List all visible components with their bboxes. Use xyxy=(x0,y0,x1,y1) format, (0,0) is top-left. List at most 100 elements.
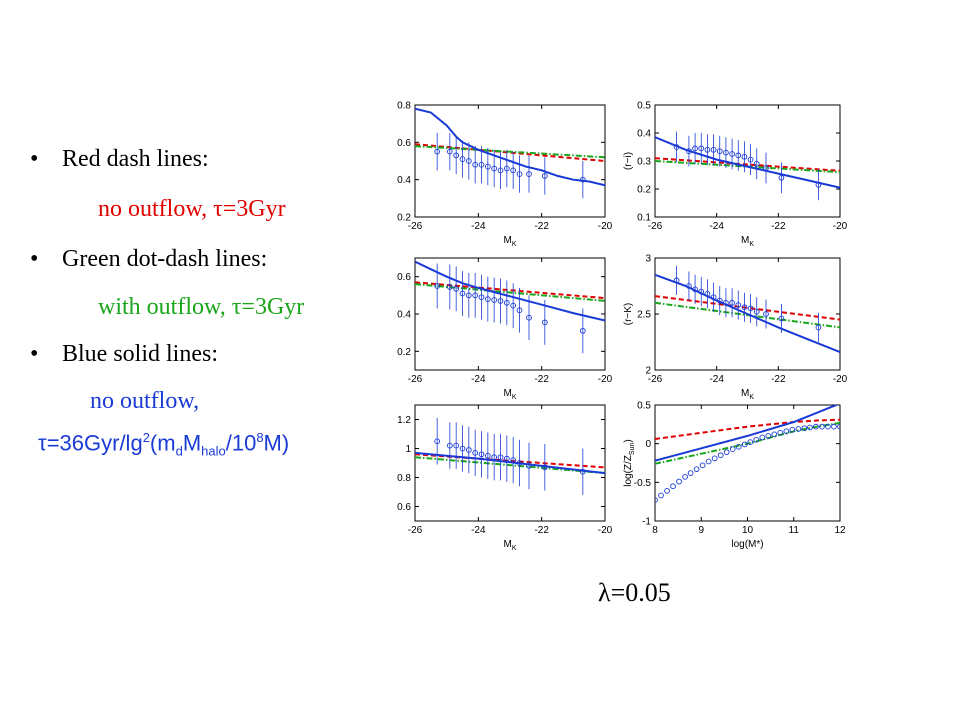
data-point xyxy=(753,308,760,315)
plot-frame xyxy=(654,104,841,218)
data-point xyxy=(453,152,460,159)
data-point xyxy=(723,149,729,156)
data-point xyxy=(478,161,485,168)
x-axis-label-sub: K xyxy=(512,394,517,401)
data-point xyxy=(541,464,548,471)
data-point xyxy=(459,290,466,297)
data-point xyxy=(825,423,831,430)
x-tick-label: -22 xyxy=(771,374,786,385)
data-point xyxy=(686,283,692,289)
x-tick-label: -22 xyxy=(534,525,549,536)
y-tick-label: 0 xyxy=(645,439,651,450)
data-point xyxy=(747,156,754,163)
y-axis-label-sub: Sun xyxy=(629,443,636,456)
data-point xyxy=(526,463,532,469)
y-tick-label: 0.4 xyxy=(397,310,411,321)
data-point xyxy=(472,161,479,168)
y-tick-label: 0.2 xyxy=(637,185,651,196)
formula-part: /10 xyxy=(225,430,257,456)
x-tick-label: 12 xyxy=(834,525,846,536)
x-axis-label-sub: K xyxy=(749,241,754,248)
data-point xyxy=(459,445,466,452)
data-point xyxy=(658,492,664,499)
data-point xyxy=(465,292,472,299)
data-point xyxy=(516,460,523,466)
series-line-blue xyxy=(415,107,605,187)
data-point xyxy=(434,283,441,289)
data-point xyxy=(478,294,485,301)
y-axis-label: (r−K) xyxy=(623,303,634,326)
data-point xyxy=(693,466,700,473)
data-point xyxy=(446,284,453,290)
data-point xyxy=(735,443,742,450)
y-tick-label: 0.6 xyxy=(397,502,411,513)
data-point xyxy=(807,424,813,431)
x-axis-label-sub: K xyxy=(512,241,517,248)
bullet-green-detail: with outflow, τ=3Gyr xyxy=(98,294,305,320)
y-axis-label: (r−i) xyxy=(623,152,634,170)
data-point xyxy=(655,497,658,503)
y-tick-label: 0.4 xyxy=(637,129,651,140)
x-tick-label: -20 xyxy=(833,221,848,232)
x-tick-label: -24 xyxy=(471,221,486,232)
chart-panel-5: -26-24-22-200.60.811.2MK(J−K) xyxy=(397,404,613,552)
x-tick-label: -20 xyxy=(598,374,613,385)
y-tick-label: 1 xyxy=(405,444,411,455)
y-tick-label: 0.3 xyxy=(637,157,651,168)
x-tick-label: -20 xyxy=(833,374,848,385)
data-point xyxy=(729,299,735,306)
data-point xyxy=(446,148,453,155)
data-point xyxy=(747,439,754,445)
data-point xyxy=(815,324,822,331)
data-point xyxy=(741,304,748,311)
data-point xyxy=(711,455,718,462)
data-point xyxy=(783,428,790,435)
data-point xyxy=(777,429,784,436)
y-tick-label: 0.5 xyxy=(637,101,651,112)
data-point xyxy=(434,438,441,445)
data-point xyxy=(459,156,466,162)
data-point xyxy=(692,145,698,152)
series-line-red xyxy=(655,418,840,440)
y-tick-label: -0.5 xyxy=(634,478,652,489)
formula-sup: 2 xyxy=(142,430,150,445)
data-point xyxy=(478,451,485,458)
data-point xyxy=(579,327,586,334)
data-point xyxy=(801,425,808,432)
x-tick-label: -26 xyxy=(408,374,423,385)
data-point xyxy=(819,423,825,430)
x-tick-label: -24 xyxy=(709,374,724,385)
series-line-blue xyxy=(415,451,605,475)
data-point xyxy=(704,290,711,297)
data-point xyxy=(541,173,548,179)
data-point xyxy=(716,148,723,155)
data-point xyxy=(723,299,729,306)
x-tick-label: -26 xyxy=(648,221,663,232)
data-point xyxy=(465,447,472,453)
data-point xyxy=(491,165,498,172)
data-point xyxy=(676,478,682,485)
x-tick-label: -22 xyxy=(771,221,786,232)
formula-sub: d xyxy=(175,443,183,459)
data-point xyxy=(453,285,460,292)
bullet-blue-detail: no outflow, xyxy=(90,388,200,414)
series-line-blue xyxy=(655,136,840,189)
y-tick-label: 3 xyxy=(645,254,651,265)
data-point xyxy=(503,165,510,172)
x-tick-label: -22 xyxy=(534,374,549,385)
bullet-red-detail: no outflow, τ=3Gyr xyxy=(98,196,286,222)
data-point xyxy=(484,163,491,170)
data-point xyxy=(699,462,706,469)
data-point xyxy=(686,148,692,155)
data-point xyxy=(664,487,670,494)
formula-sup: 8 xyxy=(256,430,264,445)
x-axis-label: log(M*) xyxy=(731,539,763,550)
series-line-blue xyxy=(655,273,840,354)
data-point xyxy=(434,148,441,155)
data-point xyxy=(778,315,785,322)
data-point xyxy=(789,426,796,433)
y-axis-label-end: ) xyxy=(623,439,634,442)
x-tick-label: 11 xyxy=(789,525,800,536)
series-line-red xyxy=(655,157,840,172)
data-point xyxy=(759,434,766,441)
